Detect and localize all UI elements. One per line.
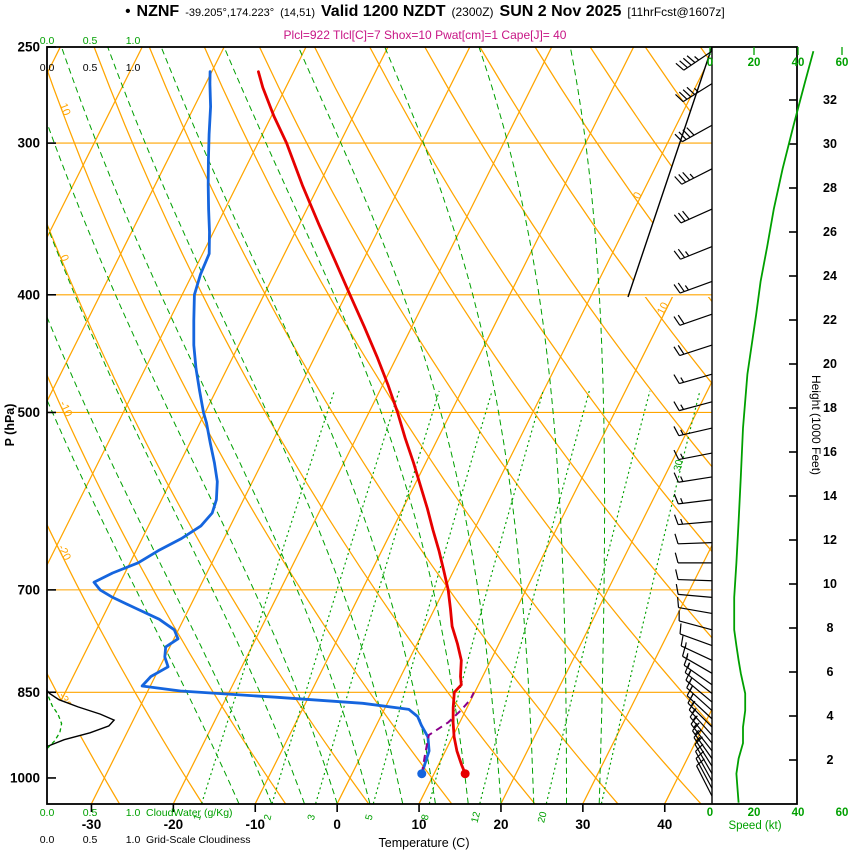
svg-text:700: 700: [17, 582, 40, 597]
svg-text:60: 60: [836, 807, 849, 819]
svg-text:3: 3: [306, 813, 318, 821]
svg-text:0.0: 0.0: [40, 807, 55, 819]
svg-text:-30: -30: [82, 817, 102, 832]
svg-text:20: 20: [748, 57, 761, 69]
svg-text:1.0: 1.0: [126, 807, 141, 819]
svg-text:5: 5: [364, 813, 376, 821]
svg-text:0: 0: [707, 807, 713, 819]
svg-text:12: 12: [823, 533, 837, 547]
station-id: NZNF: [136, 3, 180, 20]
svg-text:10: 10: [655, 300, 671, 316]
svg-text:Height (1000 Feet): Height (1000 Feet): [809, 375, 823, 475]
svg-text:1.0: 1.0: [126, 834, 141, 846]
svg-text:0: 0: [333, 817, 341, 832]
svg-text:CloudWater (g/Kg): CloudWater (g/Kg): [146, 807, 233, 819]
svg-text:0: 0: [631, 190, 644, 201]
svg-text:26: 26: [823, 225, 837, 239]
dry-adiabat-grid: [47, 47, 712, 804]
svg-text:500: 500: [17, 405, 40, 420]
svg-text:60: 60: [836, 57, 849, 69]
surface-temperature-dot: [460, 769, 470, 779]
svg-text:0.5: 0.5: [83, 62, 98, 74]
svg-text:12: 12: [470, 810, 483, 824]
isobar-grid: [47, 142, 712, 693]
svg-text:1.0: 1.0: [126, 35, 141, 47]
plot-frame: [46, 46, 798, 805]
svg-text:-20: -20: [164, 817, 184, 832]
svg-text:850: 850: [17, 685, 40, 700]
svg-text:20: 20: [536, 810, 549, 824]
speed-profile: [733, 50, 815, 803]
svg-text:30: 30: [823, 137, 837, 151]
svg-text:22: 22: [823, 313, 837, 327]
svg-text:2: 2: [827, 753, 834, 767]
svg-text:40: 40: [657, 817, 672, 832]
svg-text:0.0: 0.0: [40, 62, 55, 74]
svg-text:0: 0: [707, 57, 713, 69]
svg-text:0.5: 0.5: [83, 834, 98, 846]
svg-text:24: 24: [823, 269, 837, 283]
svg-text:28: 28: [823, 181, 837, 195]
svg-text:400: 400: [17, 287, 40, 302]
svg-text:10: 10: [823, 577, 837, 591]
valid-date: SUN 2 Nov 2025: [499, 3, 622, 20]
svg-text:20: 20: [748, 807, 761, 819]
svg-text:2: 2: [262, 813, 274, 821]
svg-text:1: 1: [192, 813, 204, 821]
station-bullet: •: [125, 3, 131, 20]
zulu-time: (2300Z): [451, 5, 494, 19]
svg-text:0.5: 0.5: [83, 35, 98, 47]
chart-title: • NZNF -39.205°,174.223° (14,51) Valid 1…: [0, 3, 850, 21]
surface-dewpoint-dot: [417, 769, 427, 779]
svg-text:0.0: 0.0: [40, 834, 55, 846]
svg-text:18: 18: [823, 401, 837, 415]
svg-text:32: 32: [823, 93, 837, 107]
svg-text:250: 250: [17, 39, 40, 54]
svg-text:0.5: 0.5: [83, 807, 98, 819]
svg-text:Grid-Scale Cloudiness: Grid-Scale Cloudiness: [146, 834, 250, 846]
wind-barbs: [673, 50, 713, 797]
mixing-ratio-grid: [201, 390, 701, 804]
svg-text:-10: -10: [245, 817, 265, 832]
dewpoint-curve: [92, 70, 431, 776]
svg-text:8: 8: [827, 621, 834, 635]
svg-text:16: 16: [823, 445, 837, 459]
svg-text:30: 30: [672, 458, 685, 472]
temperature-curve: [257, 70, 467, 776]
moist-adiabat-grid: [47, 47, 606, 804]
svg-text:20: 20: [823, 357, 837, 371]
svg-text:0.0: 0.0: [40, 35, 55, 47]
svg-text:300: 300: [17, 136, 40, 151]
svg-text:8: 8: [420, 813, 432, 821]
svg-text:Speed (kt): Speed (kt): [728, 820, 781, 832]
svg-text:30: 30: [575, 817, 590, 832]
svg-text:20: 20: [493, 817, 508, 832]
svg-text:40: 40: [792, 57, 805, 69]
svg-text:4: 4: [827, 709, 834, 723]
stability-indices-line: Plcl=922 Tlcl[C]=7 Shox=10 Pwat[cm]=1 Ca…: [283, 28, 567, 42]
station-coordinates: -39.205°,174.223°: [185, 7, 275, 19]
svg-text:40: 40: [792, 807, 805, 819]
isotherm-grid: [47, 47, 712, 804]
svg-text:-10: -10: [57, 399, 75, 418]
svg-text:10: 10: [57, 102, 73, 118]
cloudiness-curve: [46, 692, 63, 750]
grid-point: (14,51): [280, 7, 315, 19]
svg-text:6: 6: [827, 665, 834, 679]
svg-text:1.0: 1.0: [126, 62, 141, 74]
forecast-hour: [11hrFcst@1607z]: [627, 5, 725, 19]
svg-text:14: 14: [823, 489, 837, 503]
svg-text:-20: -20: [55, 543, 73, 563]
svg-text:Temperature (C): Temperature (C): [379, 836, 470, 850]
valid-time: Valid 1200 NZDT: [321, 3, 446, 20]
svg-text:0: 0: [57, 253, 70, 263]
svg-text:1000: 1000: [10, 770, 40, 785]
svg-text:P (hPa): P (hPa): [3, 404, 17, 447]
svg-text:10: 10: [412, 817, 427, 832]
parcel-curve: [420, 691, 475, 774]
